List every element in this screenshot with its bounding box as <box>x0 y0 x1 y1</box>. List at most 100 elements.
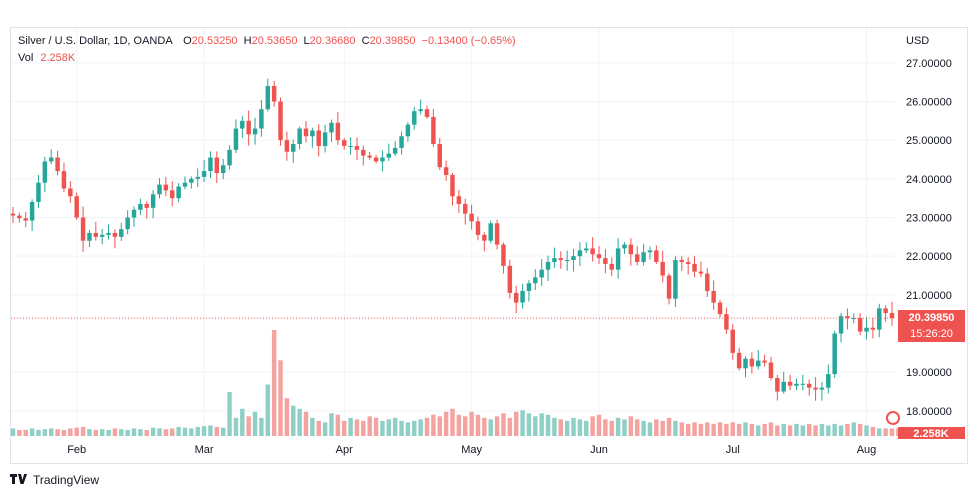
candle-body <box>685 261 691 264</box>
candle-body <box>832 333 837 375</box>
volume-bar <box>596 414 602 436</box>
candle-body <box>93 232 99 237</box>
candle-body <box>208 157 213 172</box>
volume-bar <box>641 420 646 436</box>
candle-body <box>80 217 86 241</box>
volume-value: 2.258K <box>40 52 76 64</box>
volume-bar <box>584 420 589 436</box>
volume-bar <box>845 423 850 436</box>
volume-bar <box>666 417 672 436</box>
candle-body <box>341 140 347 146</box>
symbol-legend[interactable]: Silver / U.S. Dollar, 1D, OANDA O20.5325… <box>18 35 516 47</box>
candle-body <box>220 165 226 174</box>
volume-bar <box>329 413 334 436</box>
candle-body <box>641 252 646 262</box>
candle-body <box>348 145 353 147</box>
volume-bar <box>87 429 92 436</box>
volume-bar <box>826 425 831 436</box>
volume-bar <box>310 417 315 436</box>
candle-body <box>775 377 780 392</box>
x-tick-label: Mar <box>195 444 214 456</box>
volume-bar <box>431 414 436 436</box>
candle-body <box>10 213 16 216</box>
tradingview-branding[interactable]: TradingView <box>10 472 99 487</box>
last-price-label: 20.39850 <box>898 310 965 327</box>
x-tick-label: May <box>461 444 482 456</box>
chart-frame[interactable] <box>10 27 968 464</box>
candle-body <box>577 250 583 257</box>
volume-bar <box>176 426 181 436</box>
candle-body <box>488 223 493 241</box>
volume-bar <box>55 429 60 436</box>
candle-body <box>144 203 149 208</box>
volume-bar <box>864 425 869 436</box>
volume-bar <box>233 417 239 436</box>
candle-body <box>482 234 487 241</box>
volume-bar <box>297 408 302 436</box>
volume-bar <box>361 420 366 436</box>
volume-bar <box>787 425 793 436</box>
candle-body <box>609 263 614 270</box>
volume-badge <box>898 427 965 439</box>
candle-body <box>756 360 761 367</box>
candle-body <box>475 221 481 235</box>
volume-bar <box>685 423 691 436</box>
volume-bar <box>220 427 226 436</box>
volume-bar <box>99 429 105 436</box>
volume-bar <box>380 420 385 436</box>
candle-body <box>724 314 729 330</box>
volume-bar <box>322 422 328 436</box>
volume-bar <box>227 392 232 436</box>
x-tick-label: Aug <box>857 444 877 456</box>
volume-bar <box>341 420 347 436</box>
volume-bar <box>278 360 283 436</box>
volume-bar <box>246 416 251 436</box>
volume-bar <box>271 330 277 436</box>
candle-body <box>431 116 436 145</box>
currency-label[interactable]: USD <box>906 35 930 47</box>
candle-body <box>819 387 825 390</box>
candle-body <box>781 381 786 392</box>
volume-bar <box>647 422 653 436</box>
symbol-name[interactable]: Silver / U.S. Dollar, 1D, OANDA <box>18 35 173 47</box>
volume-bar <box>590 416 595 436</box>
candle-body <box>265 86 271 110</box>
candle-body <box>615 248 621 270</box>
candle-body <box>61 171 67 189</box>
candle-body <box>826 374 831 388</box>
candle-body <box>176 186 181 199</box>
volume-bar <box>463 416 468 436</box>
volume-bar <box>628 416 634 436</box>
volume-bar <box>386 419 392 436</box>
candle-body <box>373 157 379 162</box>
volume-bar <box>851 422 857 436</box>
candle-body <box>297 128 302 145</box>
candle-body <box>717 302 723 315</box>
volume-bar <box>456 414 462 436</box>
volume-bar <box>208 425 213 436</box>
candle-body <box>17 215 22 219</box>
volume-bar <box>373 417 379 436</box>
volume-bar <box>189 428 194 436</box>
candle-body <box>501 244 506 266</box>
volume-legend[interactable]: Vol 2.258K <box>18 52 75 64</box>
candle-body <box>112 232 118 237</box>
candle-body <box>545 261 551 270</box>
candle-body <box>380 157 385 162</box>
volume-bar <box>622 419 627 436</box>
candle-body <box>877 308 882 330</box>
candle-body <box>405 124 411 137</box>
volume-bar <box>450 408 455 436</box>
event-marker-icon <box>886 411 900 425</box>
volume-bar <box>501 413 506 436</box>
volume-bar <box>609 420 614 436</box>
candle-body <box>74 196 79 218</box>
volume-bar <box>150 427 156 436</box>
volume-bar <box>157 428 162 436</box>
volume-bar <box>291 405 296 436</box>
candle-body <box>240 120 245 129</box>
x-tick-label: Jun <box>590 444 608 456</box>
x-tick-label: Jul <box>726 444 740 456</box>
volume-bar <box>877 428 882 436</box>
